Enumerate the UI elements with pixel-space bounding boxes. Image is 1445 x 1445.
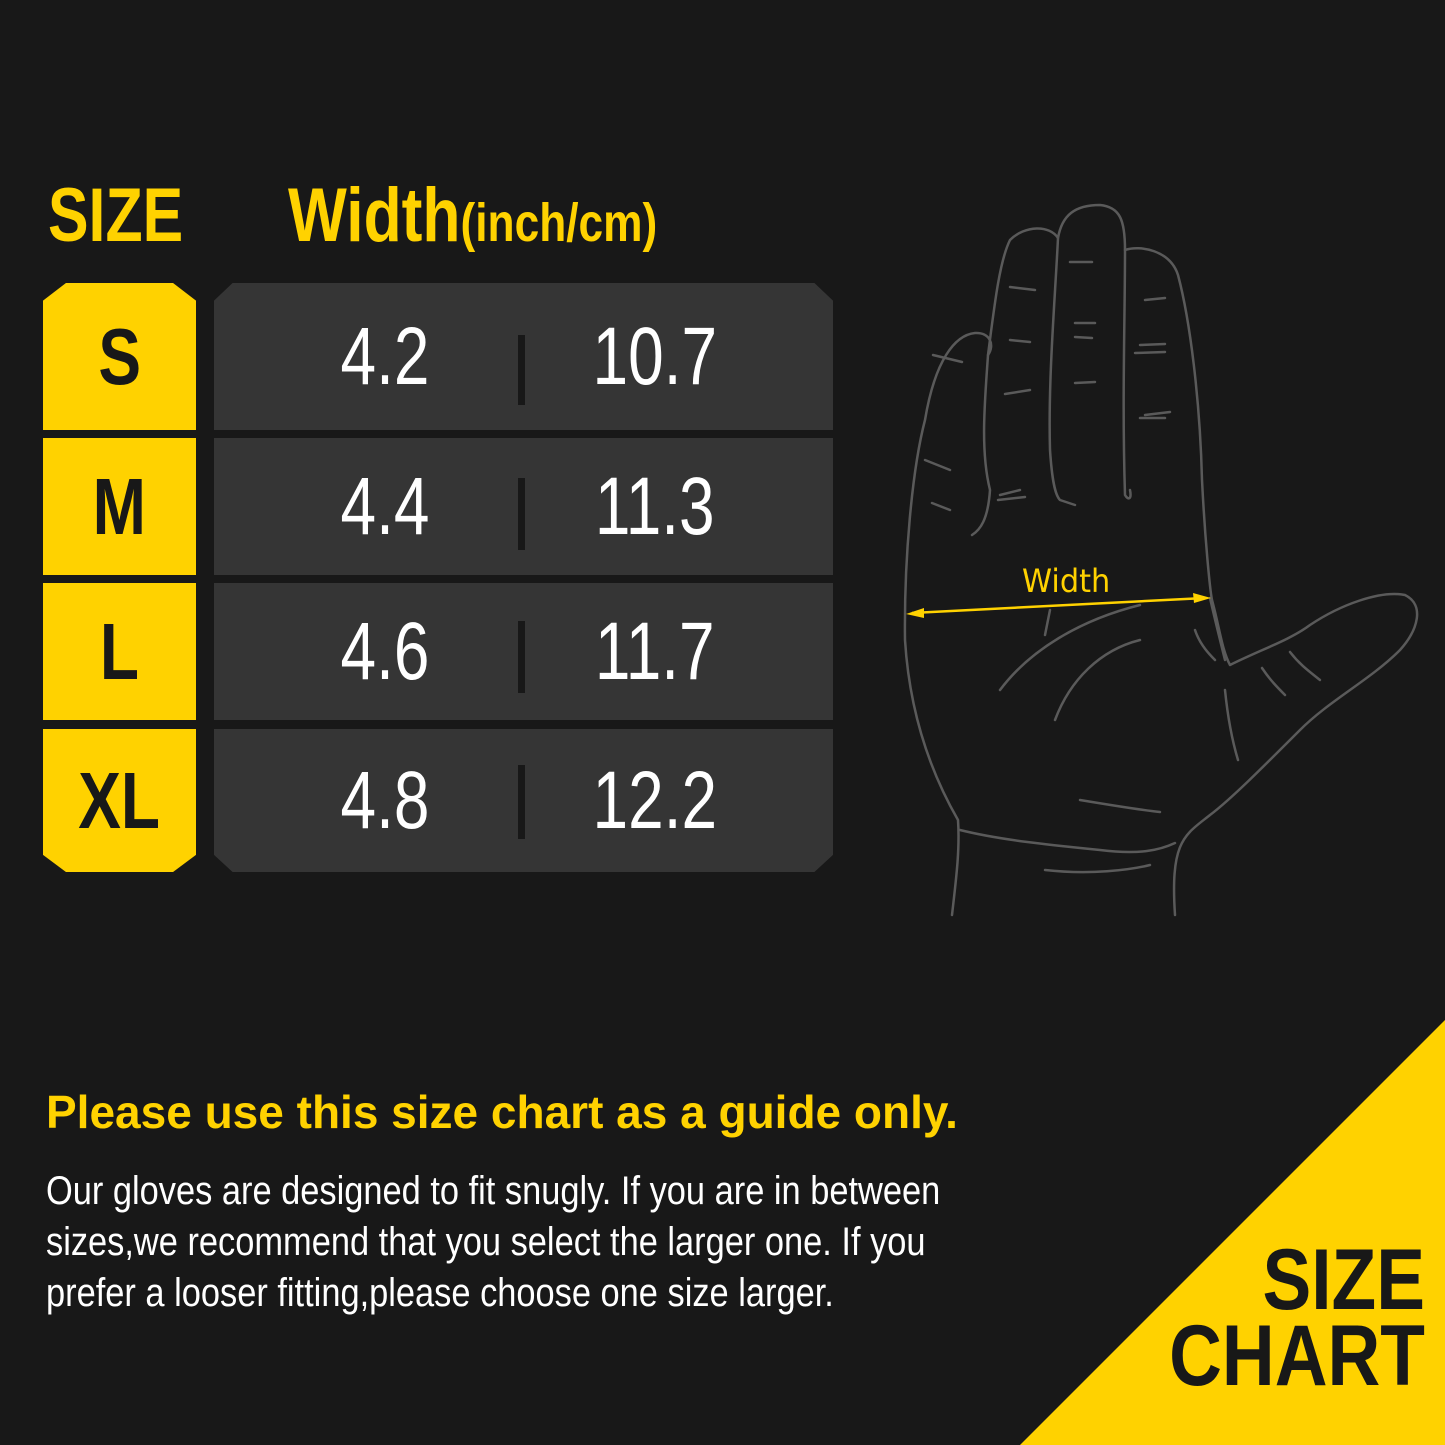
size-cell-s: S [43, 283, 196, 430]
fit-note: Our gloves are designed to fit snugly. I… [46, 1169, 941, 1315]
value-row-m: 4.4 11.3 [214, 438, 833, 575]
width-label: Width [288, 173, 461, 258]
guide-headline: Please use this size chart as a guide on… [46, 1086, 958, 1138]
inch-value: 4.4 [340, 460, 430, 552]
size-cell-l: L [43, 583, 196, 720]
cm-value: 11.7 [595, 605, 715, 697]
cm-value: 11.3 [595, 460, 715, 552]
size-cell-xl: XL [43, 729, 196, 872]
divider [518, 478, 525, 550]
inch-value: 4.8 [340, 754, 430, 846]
inch-value: 4.6 [340, 605, 430, 697]
divider [518, 765, 525, 839]
width-measure-arrow [906, 593, 1211, 618]
value-row-xl: 4.8 12.2 [214, 729, 833, 872]
value-row-l: 4.6 11.7 [214, 583, 833, 720]
size-column-header: SIZE [48, 173, 184, 258]
divider [518, 621, 525, 693]
inch-value: 4.2 [340, 310, 430, 402]
value-row-s: 4.2 10.7 [214, 283, 833, 430]
cm-value: 12.2 [592, 754, 718, 846]
unit-label: (inch/cm) [460, 193, 658, 253]
cm-value: 10.7 [592, 310, 718, 402]
width-measure-label: Width [1022, 563, 1110, 600]
size-chart-title: SIZE CHART [1169, 1232, 1425, 1404]
divider [518, 335, 525, 405]
width-column-header: Width(inch/cm) [288, 172, 738, 259]
size-cell-m: M [43, 438, 196, 575]
